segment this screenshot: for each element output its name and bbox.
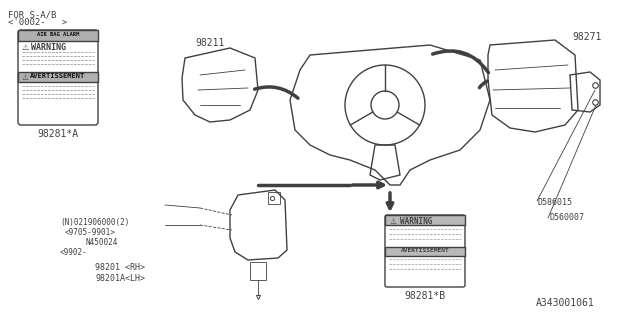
Text: AVERTISSEMENT: AVERTISSEMENT <box>401 248 449 253</box>
Text: 98281*A: 98281*A <box>37 129 79 139</box>
Bar <box>385 247 465 256</box>
Text: WARNING: WARNING <box>400 217 433 226</box>
Text: ⚠: ⚠ <box>22 73 29 82</box>
Text: D586015: D586015 <box>538 198 573 207</box>
Text: AIR BAG ALARM: AIR BAG ALARM <box>37 32 79 37</box>
Text: FOR S-A/B: FOR S-A/B <box>8 10 56 19</box>
Text: N450024: N450024 <box>85 238 117 247</box>
Text: D560007: D560007 <box>550 213 585 222</box>
Bar <box>250 262 266 280</box>
Text: A343001061: A343001061 <box>536 298 595 308</box>
Bar <box>385 215 465 225</box>
Text: WARNING: WARNING <box>31 43 66 52</box>
Text: (N)021906000(2): (N)021906000(2) <box>60 218 129 227</box>
Text: ⚠: ⚠ <box>390 217 397 226</box>
Bar <box>18 72 98 82</box>
Text: <'0002-   >: <'0002- > <box>8 18 67 27</box>
Text: 98201 <RH>: 98201 <RH> <box>95 263 145 272</box>
Bar <box>18 30 98 41</box>
Text: <9902-: <9902- <box>60 248 88 257</box>
Bar <box>18 30 98 41</box>
Bar <box>268 192 280 204</box>
Text: 98211: 98211 <box>195 38 225 48</box>
Text: 98271: 98271 <box>572 32 602 42</box>
Text: 98201A<LH>: 98201A<LH> <box>95 274 145 283</box>
Text: ⚠: ⚠ <box>22 43 29 52</box>
Text: <9705-9901>: <9705-9901> <box>65 228 116 237</box>
Bar <box>385 215 465 225</box>
Bar <box>18 72 98 82</box>
Bar <box>385 247 465 256</box>
Text: 98281*B: 98281*B <box>404 291 445 301</box>
Text: AVERTISSEMENT: AVERTISSEMENT <box>30 73 86 79</box>
